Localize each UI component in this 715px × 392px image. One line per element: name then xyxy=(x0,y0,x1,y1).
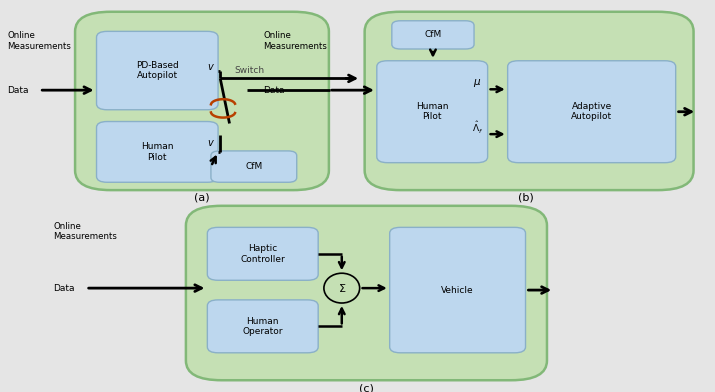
Text: (b): (b) xyxy=(518,193,533,203)
Ellipse shape xyxy=(324,273,360,303)
FancyBboxPatch shape xyxy=(365,12,694,190)
FancyBboxPatch shape xyxy=(207,227,318,280)
Text: $v$: $v$ xyxy=(207,138,215,148)
Text: $\Sigma$: $\Sigma$ xyxy=(337,282,346,294)
FancyBboxPatch shape xyxy=(207,300,318,353)
Text: CfM: CfM xyxy=(424,31,442,39)
Text: $\hat{\Lambda}_f$: $\hat{\Lambda}_f$ xyxy=(472,120,483,136)
FancyBboxPatch shape xyxy=(377,61,488,163)
Text: Data: Data xyxy=(7,86,29,94)
FancyBboxPatch shape xyxy=(75,12,329,190)
FancyBboxPatch shape xyxy=(211,151,297,182)
Text: (a): (a) xyxy=(194,193,209,203)
Text: $v$: $v$ xyxy=(207,62,215,72)
Text: Switch: Switch xyxy=(235,66,265,75)
Text: (c): (c) xyxy=(359,383,373,392)
Text: Haptic
Controller: Haptic Controller xyxy=(240,244,285,263)
Text: Adaptive
Autopilot: Adaptive Autopilot xyxy=(571,102,612,122)
Text: CfM: CfM xyxy=(245,162,262,171)
Text: Human
Operator: Human Operator xyxy=(242,317,283,336)
Text: $\mu$: $\mu$ xyxy=(473,77,482,89)
Text: Online
Measurements: Online Measurements xyxy=(7,31,71,51)
Text: Vehicle: Vehicle xyxy=(441,286,474,294)
FancyBboxPatch shape xyxy=(186,206,547,380)
Text: Human
Pilot: Human Pilot xyxy=(416,102,448,122)
Text: PD-Based
Autopilot: PD-Based Autopilot xyxy=(136,61,179,80)
FancyBboxPatch shape xyxy=(97,122,218,182)
Text: Data: Data xyxy=(54,284,75,292)
Text: Human
Pilot: Human Pilot xyxy=(141,142,174,162)
FancyBboxPatch shape xyxy=(392,21,474,49)
Text: Data: Data xyxy=(263,86,285,94)
FancyBboxPatch shape xyxy=(97,31,218,110)
Text: Online
Measurements: Online Measurements xyxy=(54,221,117,241)
Text: Online
Measurements: Online Measurements xyxy=(263,31,327,51)
FancyBboxPatch shape xyxy=(390,227,526,353)
FancyBboxPatch shape xyxy=(508,61,676,163)
